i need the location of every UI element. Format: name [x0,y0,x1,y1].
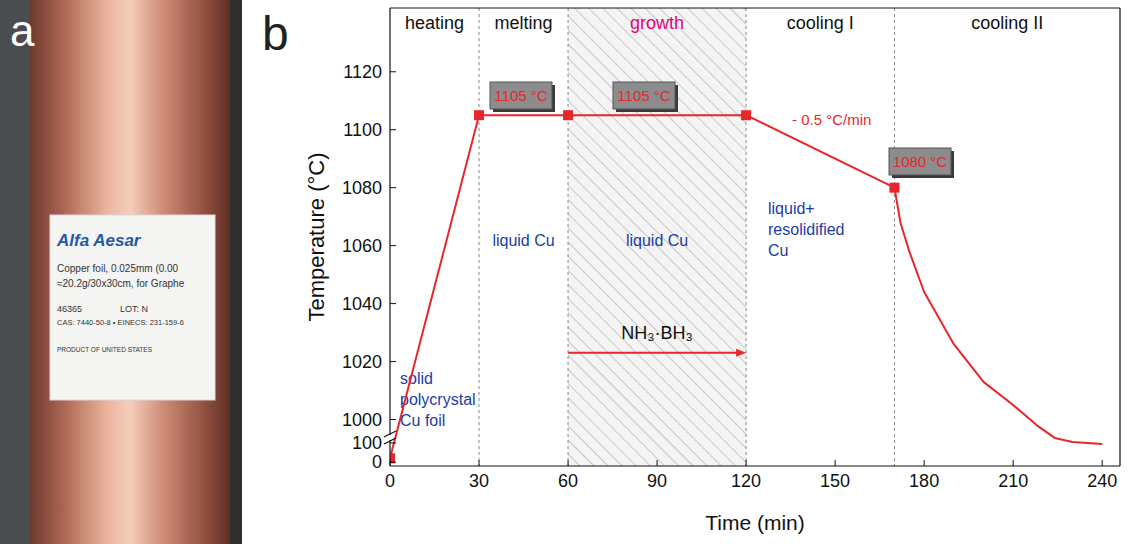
marks [390,110,1102,463]
setpoint-label: 1105 °C [617,87,670,104]
precursor-arrow [568,352,738,354]
setpoint-marker [889,183,899,193]
box-face [490,82,552,109]
x-axis-title: Time (min) [705,511,805,534]
y-tick-label: 1120 [343,62,382,82]
copper-roll [30,0,230,544]
setpoint-box: 1105 °C [613,82,678,112]
photo-background [0,0,242,544]
brand: Alfa Aesar [56,231,142,250]
phase-boundary [568,8,569,466]
x-tick [479,460,480,466]
state-label: resolidified [768,221,844,238]
x-tick [924,460,925,466]
y-tick-label: 1060 [342,236,382,256]
state-label: Cu [768,242,788,259]
x-tick-label: 0 [385,471,395,491]
state-label: solid [400,370,433,387]
x-tick [1102,460,1103,466]
state-label: liquid+ [768,200,815,217]
x-tick-label: 90 [647,471,667,491]
y-tick-label: 1080 [342,178,382,198]
x-axis [390,465,1120,466]
box-face [613,82,675,109]
y-tick [390,129,396,130]
y-tick-label: 1000 [342,410,382,430]
x-tick [746,460,747,466]
state-label: liquid Cu [492,232,554,249]
x-tick [657,460,658,466]
origin: PRODUCT OF UNITED STATES [57,346,153,353]
state-label: Cu foil [400,412,445,429]
precursor-label: NH₃·BH₃ [621,323,693,343]
phase-label: cooling I [787,13,854,33]
axis-break [384,431,396,437]
y-tick [390,419,396,420]
panel-a: Alfa Aesar Copper foil, 0.025mm (0.00 ≈20.… [0,0,242,544]
label-texts: Alfa Aesar Copper foil, 0.025mm (0.00 ≈20.… [56,231,185,353]
frame-top [390,7,1120,8]
x-tick-label: 150 [820,471,850,491]
panel-letter: a [10,6,35,55]
x-tick-label: 240 [1087,471,1117,491]
y-tick [390,442,396,443]
y-tick-label: 0 [372,452,382,472]
axis-break [384,438,396,444]
catalog: 46365 [57,304,82,314]
x-tick-label: 60 [558,471,578,491]
box-face [889,148,951,175]
phase-label: cooling II [971,13,1043,33]
setpoint-marker [390,453,395,463]
label-line: ≈20.2g/30x30cm, for Graphe [57,278,185,289]
phase-boundary [746,8,747,466]
frame-right [1119,8,1120,466]
y-tick-label: 100 [352,433,382,453]
setpoint-box: 1105 °C [490,82,555,112]
panel-letter: b [262,7,289,60]
phase-label: growth [630,13,684,33]
setpoint-marker [563,110,573,120]
phase-boundary [894,8,895,466]
y-tick [390,361,396,362]
y-tick [390,187,396,188]
y-tick [390,303,396,304]
y-tick-label: 1020 [342,352,382,372]
setpoint-marker [474,110,484,120]
y-tick-label: 1040 [342,294,382,314]
registry: CAS: 7440-50-8 • EINECS: 231-159-6 [57,318,184,327]
phase-boundary [479,8,480,466]
setpoint-marker [741,110,751,120]
setpoint-box: 1080 °C [889,148,954,178]
x-tick-label: 210 [998,471,1028,491]
y-tick [390,71,396,72]
y-axis-title: Temperature (°C) [304,153,329,322]
y-tick [390,245,396,246]
setpoint-label: 1080 °C [893,153,948,170]
growth-hatch [568,8,746,466]
figure: Alfa Aesar Copper foil, 0.025mm (0.00 ≈20.… [0,0,1129,544]
arrow-head [736,349,746,357]
x-tick [568,460,569,466]
rate-label: - 0.5 °C/min [792,111,871,128]
x-tick [390,460,391,466]
label-line: Copper foil, 0.025mm (0.00 [57,263,179,274]
x-tick-label: 30 [469,471,489,491]
lot: LOT: N [120,304,148,314]
product-label [50,215,215,400]
temperature-line [390,115,1102,458]
phase-label: heating [405,13,464,33]
y-tick [390,462,396,463]
state-label: liquid Cu [626,232,688,249]
panel-b: b heating melting growth cooling I cooling II… [262,7,1120,534]
x-tick-label: 180 [909,471,939,491]
phase-label: melting [495,13,553,33]
x-tick [835,460,836,466]
state-label: polycrystal [400,391,476,408]
x-tick [1013,460,1014,466]
x-tick-label: 120 [731,471,761,491]
setpoint-label: 1105 °C [494,87,547,104]
y-tick-label: 1100 [343,120,382,140]
